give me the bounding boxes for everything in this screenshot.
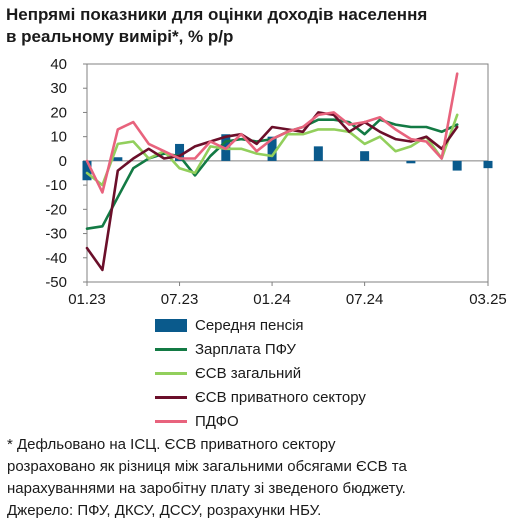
series-line-pdfo [85,72,459,194]
y-tick-label: -10 [45,177,67,194]
y-tick-label: 10 [50,129,67,146]
y-tick-label: -30 [45,226,67,243]
footnote-source: Джерело: ПФУ, ДКСУ, ДССУ, розрахунки НБУ… [7,502,322,519]
chart-title-line-2: в реальному вимірі*, % р/р [6,27,234,46]
x-tick-label: 01.24 [253,291,291,308]
chart-plot: -50 -40 -30 -20 -10 0 10 20 30 40 01.23 07.23 01.24 0… [45,56,507,308]
legend-label-pdfo: ПДФО [195,413,239,430]
x-tick-label: 01.23 [68,291,106,308]
footnote-line-2: розраховано як різниця між загальними об… [7,458,407,475]
series-line-esv-private [85,111,459,272]
bar-pension [82,160,92,181]
bar-pension [313,146,323,161]
y-tick-label: 30 [50,80,67,97]
y-tick-label: -40 [45,250,67,267]
footnote-line-3: нарахуваннями на заробітну плату зі звед… [7,480,406,497]
y-tick-label: -20 [45,201,67,218]
legend-label-salary-pfu: Зарплата ПФУ [195,341,296,358]
series-line-esv-total [85,113,459,187]
bar-pension [175,143,185,161]
chart-title: Непрямі показники для оцінки доходів нас… [6,4,526,48]
chart-footnote: * Дефльовано на ІСЦ. ЄСВ приватного сект… [7,434,525,522]
bar-pension [452,160,462,171]
chart-title-line-1: Непрямі показники для оцінки доходів нас… [6,5,428,24]
legend-label-esv-private: ЄСВ приватного сектору [195,389,366,406]
x-tick-label: 07.24 [346,291,384,308]
legend-swatch-pdfo [155,420,187,423]
y-tick-label: 40 [50,56,67,73]
legend-swatch-salary-pfu [155,348,187,351]
y-tick-label: -50 [45,274,67,291]
bar-pension [267,136,277,161]
y-tick-label: 20 [50,104,67,121]
legend-swatch-esv-private [155,396,187,399]
legend-swatch-pension [155,319,187,332]
legend-label-esv-total: ЄСВ загальний [195,365,302,382]
bar-pension [113,157,123,161]
plot-frame [86,63,489,283]
x-tick-label: 07.23 [161,291,199,308]
legend-swatch-esv-total [155,372,187,375]
bar-pension [406,160,416,164]
x-tick-label: 03.25 [469,291,507,308]
legend-label-pension: Середня пенсія [195,317,304,334]
bar-pension [360,151,370,161]
y-tick-label: 0 [59,153,67,170]
bar-pension [483,160,493,169]
footnote-line-1: * Дефльовано на ІСЦ. ЄСВ приватного сект… [7,436,336,453]
